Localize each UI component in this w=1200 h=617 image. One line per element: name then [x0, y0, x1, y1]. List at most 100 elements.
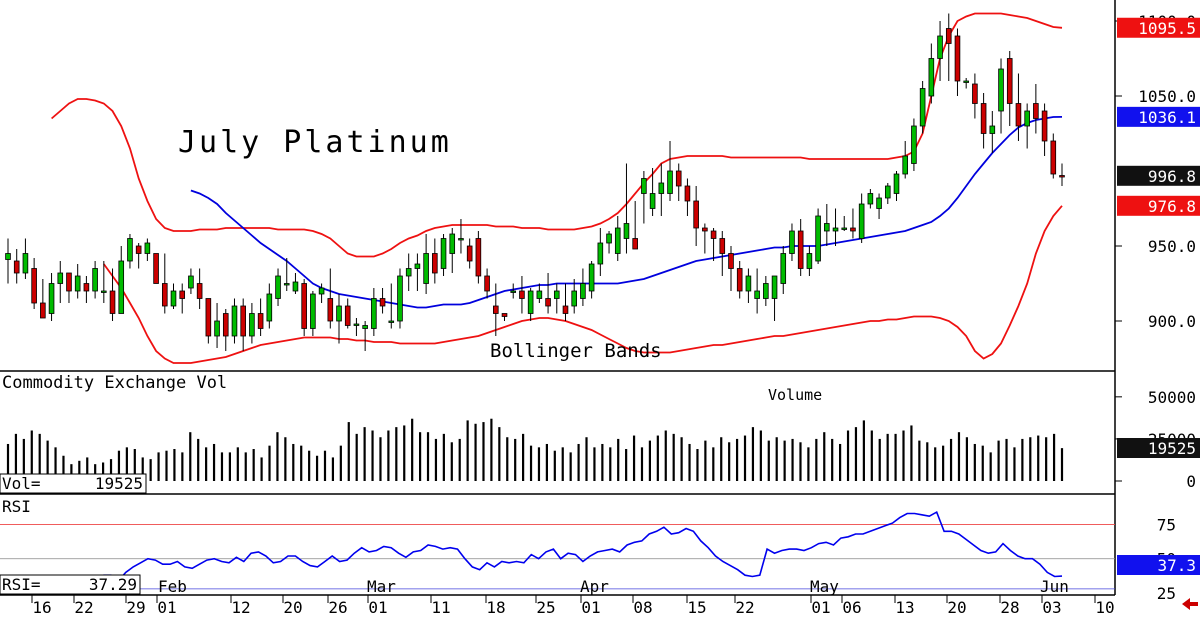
- candlestick: [109, 268, 116, 321]
- volume-bars: [6, 418, 1064, 481]
- x-day-label: 01: [368, 598, 387, 617]
- candlestick: [440, 234, 447, 276]
- panel-frames: [0, 0, 1116, 596]
- candlestick: [702, 223, 708, 254]
- candlestick: [980, 93, 987, 149]
- candlestick: [1041, 103, 1048, 156]
- candlestick: [684, 178, 691, 216]
- middle-band-tag: 1036.1: [1117, 106, 1200, 127]
- candlestick: [527, 288, 534, 321]
- candlestick: [161, 253, 168, 314]
- chart-title: July Platinum: [178, 125, 452, 160]
- volume-panel: Commodity Exchange Vol Volume 5000025000…: [0, 373, 1200, 494]
- candlestick: [641, 171, 647, 224]
- candlestick: [1059, 163, 1065, 186]
- candlestick: [249, 303, 255, 344]
- candlestick: [144, 238, 151, 261]
- candlestick: [728, 246, 734, 291]
- volume-panel-title: Commodity Exchange Vol: [2, 373, 227, 393]
- candlestick: [5, 238, 11, 284]
- lower-band-tag-label: 976.8: [1148, 197, 1196, 216]
- volume-label: Volume: [768, 386, 822, 404]
- candlestick: [963, 78, 969, 89]
- candlestick: [135, 243, 142, 269]
- x-day-label: 26: [328, 598, 347, 617]
- candlestick: [83, 276, 90, 303]
- x-month-label: Mar: [367, 577, 396, 596]
- price-tags: 1095.5 1036.1 996.8 976.8: [1117, 17, 1200, 216]
- bollinger-label: Bollinger Bands: [490, 340, 662, 362]
- left-arrow-icon[interactable]: [1182, 598, 1198, 610]
- candlestick: [597, 228, 604, 276]
- candlestick: [1015, 73, 1022, 141]
- candlestick: [649, 168, 656, 216]
- candlestick: [693, 186, 699, 246]
- x-day-label: 18: [486, 598, 505, 617]
- candlestick: [736, 261, 743, 299]
- candlestick: [170, 283, 177, 309]
- candlestick: [571, 279, 577, 314]
- candlestick: [414, 253, 421, 291]
- candlestick: [92, 261, 98, 299]
- candlestick: [797, 219, 804, 276]
- candlestick: [353, 318, 360, 336]
- candlestick: [876, 193, 882, 219]
- last-price-tag-label: 996.8: [1148, 167, 1196, 186]
- candlestick: [1006, 51, 1013, 126]
- candlestick: [501, 313, 508, 321]
- x-day-label: 29: [126, 598, 145, 617]
- rsi-readout-label: RSI=: [2, 575, 41, 594]
- candlestick: [588, 261, 595, 299]
- candlestick: [536, 283, 543, 303]
- rsi-panel: RSI 755025 RSI= 37.29 37.3: [0, 497, 1200, 603]
- price-tick-label: 950.0: [1148, 237, 1196, 256]
- candlestick: [771, 275, 778, 321]
- upper-band-tag-label: 1095.5: [1138, 19, 1196, 38]
- candlestick: [893, 171, 900, 201]
- candlestick: [780, 246, 787, 294]
- candlestick: [275, 268, 281, 306]
- candlestick: [806, 246, 813, 276]
- candlestick: [283, 258, 290, 291]
- candlestick: [118, 246, 125, 314]
- candlestick: [493, 283, 499, 336]
- x-day-label: 01: [581, 598, 600, 617]
- x-day-label: 12: [231, 598, 250, 617]
- x-day-label: 25: [536, 598, 555, 617]
- candlestick: [57, 261, 64, 303]
- candlestick: [188, 268, 194, 294]
- x-day-label: 01: [811, 598, 830, 617]
- candlestick: [266, 283, 273, 329]
- candlestick: [379, 288, 386, 314]
- candlestick: [754, 268, 760, 314]
- volume-tick-label: 50000: [1148, 388, 1196, 407]
- volume-readout-label: Vol=: [2, 474, 41, 493]
- candlestick: [231, 298, 238, 344]
- candlestick: [519, 276, 525, 314]
- candlestick: [13, 249, 20, 284]
- x-axis: 16 22 29 01 12 20 26 01 11 18 25 01 08 15 22 01 06 13 20 28…: [31, 577, 1115, 617]
- candlestick: [362, 321, 368, 351]
- candlestick: [623, 163, 630, 254]
- rsi-tick-label: 25: [1157, 584, 1176, 603]
- candlestick: [301, 279, 307, 336]
- candlestick: [405, 253, 412, 291]
- candlestick: [458, 219, 464, 254]
- candlestick: [545, 273, 551, 314]
- candlestick: [74, 264, 81, 299]
- candlestick: [954, 28, 961, 96]
- volume-readout-value: 19525: [95, 474, 143, 493]
- candlestick: [580, 268, 586, 306]
- candlestick: [902, 141, 909, 179]
- candlestick: [614, 216, 621, 261]
- x-month-label: Feb: [158, 577, 187, 596]
- candlestick: [998, 58, 1004, 134]
- candlestick: [667, 141, 673, 201]
- lower-bollinger-band: [103, 205, 1063, 364]
- x-month-label: Apr: [580, 577, 609, 596]
- x-day-label: 28: [1000, 598, 1019, 617]
- candlestick: [66, 272, 72, 303]
- x-day-label: 06: [842, 598, 861, 617]
- candlestick: [196, 268, 203, 309]
